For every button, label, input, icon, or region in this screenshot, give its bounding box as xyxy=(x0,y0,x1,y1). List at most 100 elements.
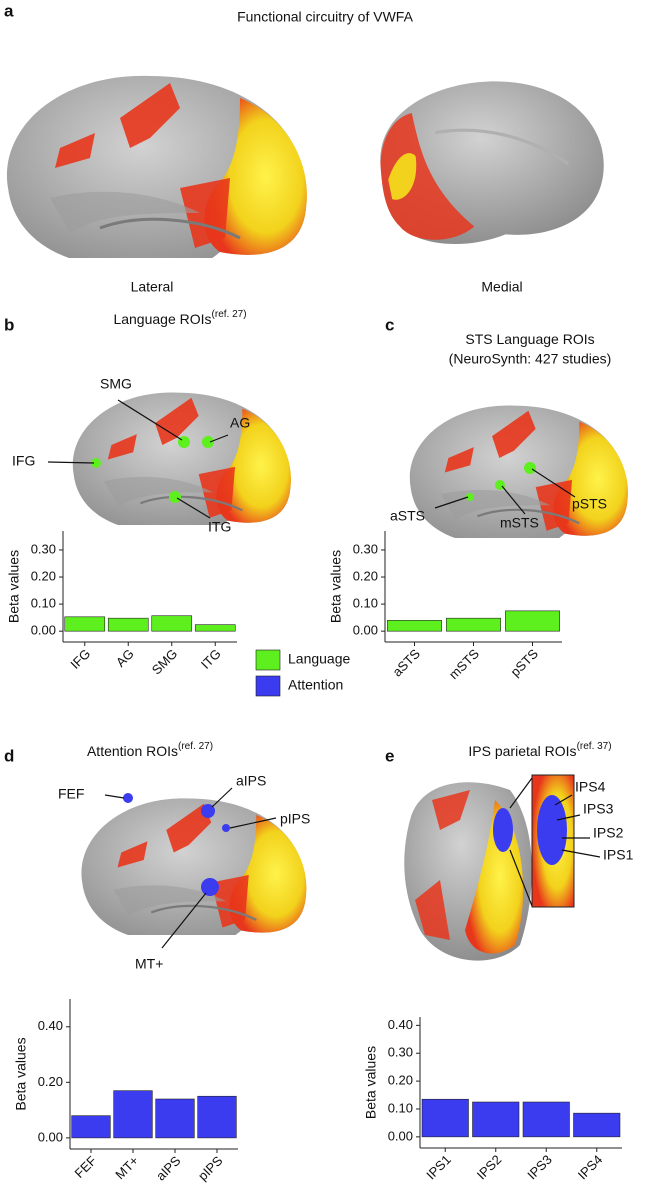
roi-spot xyxy=(466,493,474,501)
roi-spot xyxy=(169,491,181,503)
title-note: (ref. 27) xyxy=(178,741,213,752)
leader-line xyxy=(509,777,533,809)
roi-spot xyxy=(493,808,513,852)
bar xyxy=(113,1090,153,1139)
bar xyxy=(446,617,501,632)
legend-label: Attention xyxy=(288,677,343,693)
brain-medial xyxy=(378,79,606,247)
roi-label: ITG xyxy=(208,519,231,535)
title-note: (ref. 27) xyxy=(212,309,247,320)
y-tick-label: 0.00 xyxy=(38,1129,63,1144)
leader-line xyxy=(176,497,211,519)
x-tick-label: AG xyxy=(113,646,137,670)
roi-label: IPS4 xyxy=(575,779,606,795)
bar xyxy=(472,1101,520,1138)
bar xyxy=(197,1095,237,1139)
roi-spot xyxy=(222,824,230,832)
leader-line xyxy=(434,496,469,509)
roi-spot xyxy=(123,793,133,803)
roi-label: mSTS xyxy=(500,515,539,531)
panel-label: a xyxy=(4,1,14,20)
chart-subtitle: (NeuroSynth: 427 studies) xyxy=(449,351,612,367)
roi-label: IFG xyxy=(12,453,35,469)
x-tick-label: ITG xyxy=(198,646,224,672)
bar xyxy=(522,1101,570,1138)
y-axis-label: Beta values xyxy=(13,1037,29,1110)
x-tick-label: SMG xyxy=(149,646,181,678)
roi-spot xyxy=(91,458,101,468)
chart-title: Attention ROIs(ref. 27) xyxy=(87,741,213,759)
x-tick-label: IPS3 xyxy=(524,1152,555,1183)
y-axis-label: Beta values xyxy=(6,550,22,623)
roi-label: pIPS xyxy=(280,811,310,827)
y-tick-label: 0.20 xyxy=(38,1074,63,1089)
bar xyxy=(573,1112,621,1138)
chart-title-text: Attention ROIs xyxy=(87,743,178,759)
y-tick-label: 0.10 xyxy=(31,596,56,611)
bar xyxy=(155,1098,195,1139)
bar xyxy=(107,617,149,632)
y-tick-label: 0.40 xyxy=(38,1018,63,1033)
brain-lateral xyxy=(71,391,293,525)
legend-swatch xyxy=(255,675,281,697)
y-tick-label: 0.30 xyxy=(353,541,378,556)
x-tick-label: aSTS xyxy=(389,646,423,680)
roi-label: aIPS xyxy=(236,773,266,789)
brain-lateral xyxy=(80,797,308,935)
roi-label: pSTS xyxy=(572,496,607,512)
y-tick-label: 0.30 xyxy=(388,1045,413,1060)
leader-line xyxy=(211,787,233,808)
y-axis-label: Beta values xyxy=(328,550,344,623)
bar xyxy=(387,620,442,632)
x-tick-label: IPS4 xyxy=(575,1152,606,1183)
y-tick-label: 0.00 xyxy=(31,623,56,638)
legend-swatch xyxy=(255,649,281,671)
chart-title-text: IPS parietal ROIs xyxy=(468,743,576,759)
leader-line xyxy=(501,485,526,515)
chart-title-text: Language ROIs xyxy=(113,311,211,327)
panel-label: d xyxy=(4,746,14,765)
x-tick-label: IPS2 xyxy=(474,1152,505,1183)
leader-line xyxy=(554,794,573,806)
roi-spot xyxy=(524,462,536,474)
x-tick-label: MT+ xyxy=(112,1153,141,1182)
y-tick-label: 0.10 xyxy=(388,1100,413,1115)
roi-spot xyxy=(537,795,567,865)
leader-line xyxy=(117,399,183,441)
y-axis-label: Beta values xyxy=(363,1046,379,1119)
roi-label: IPS3 xyxy=(583,801,614,817)
roi-label: MT+ xyxy=(135,956,163,972)
x-tick-label: IFG xyxy=(67,646,93,672)
panel-label: b xyxy=(4,315,14,334)
panel-label: e xyxy=(385,746,394,765)
leader-line xyxy=(561,849,601,858)
view-label: Lateral xyxy=(131,279,174,295)
chart-title: STS Language ROIs xyxy=(465,331,594,347)
leader-line xyxy=(531,468,576,498)
x-tick-label: aIPS xyxy=(153,1153,184,1184)
title-note: (ref. 37) xyxy=(577,741,612,752)
y-tick-label: 0.00 xyxy=(388,1128,413,1143)
y-tick-label: 0.20 xyxy=(353,568,378,583)
roi-label: SMG xyxy=(100,376,132,392)
bar xyxy=(421,1098,469,1138)
bar xyxy=(505,610,560,632)
roi-spot xyxy=(201,804,215,818)
leader-line xyxy=(104,794,125,799)
legend-label: Language xyxy=(288,651,351,667)
leader-line xyxy=(556,814,581,821)
x-tick-label: pSTS xyxy=(507,646,541,680)
roi-spot xyxy=(201,878,219,896)
view-label: Medial xyxy=(481,279,522,295)
y-tick-label: 0.20 xyxy=(31,568,56,583)
roi-label: IPS1 xyxy=(603,847,634,863)
bar xyxy=(151,615,193,632)
y-tick-label: 0.10 xyxy=(353,596,378,611)
activation xyxy=(415,790,470,940)
leader-line xyxy=(209,434,229,443)
chart-title-text: STS Language ROIs xyxy=(465,331,594,347)
roi-spot xyxy=(178,436,190,448)
y-tick-label: 0.20 xyxy=(388,1073,413,1088)
x-tick-label: FEF xyxy=(72,1153,100,1181)
